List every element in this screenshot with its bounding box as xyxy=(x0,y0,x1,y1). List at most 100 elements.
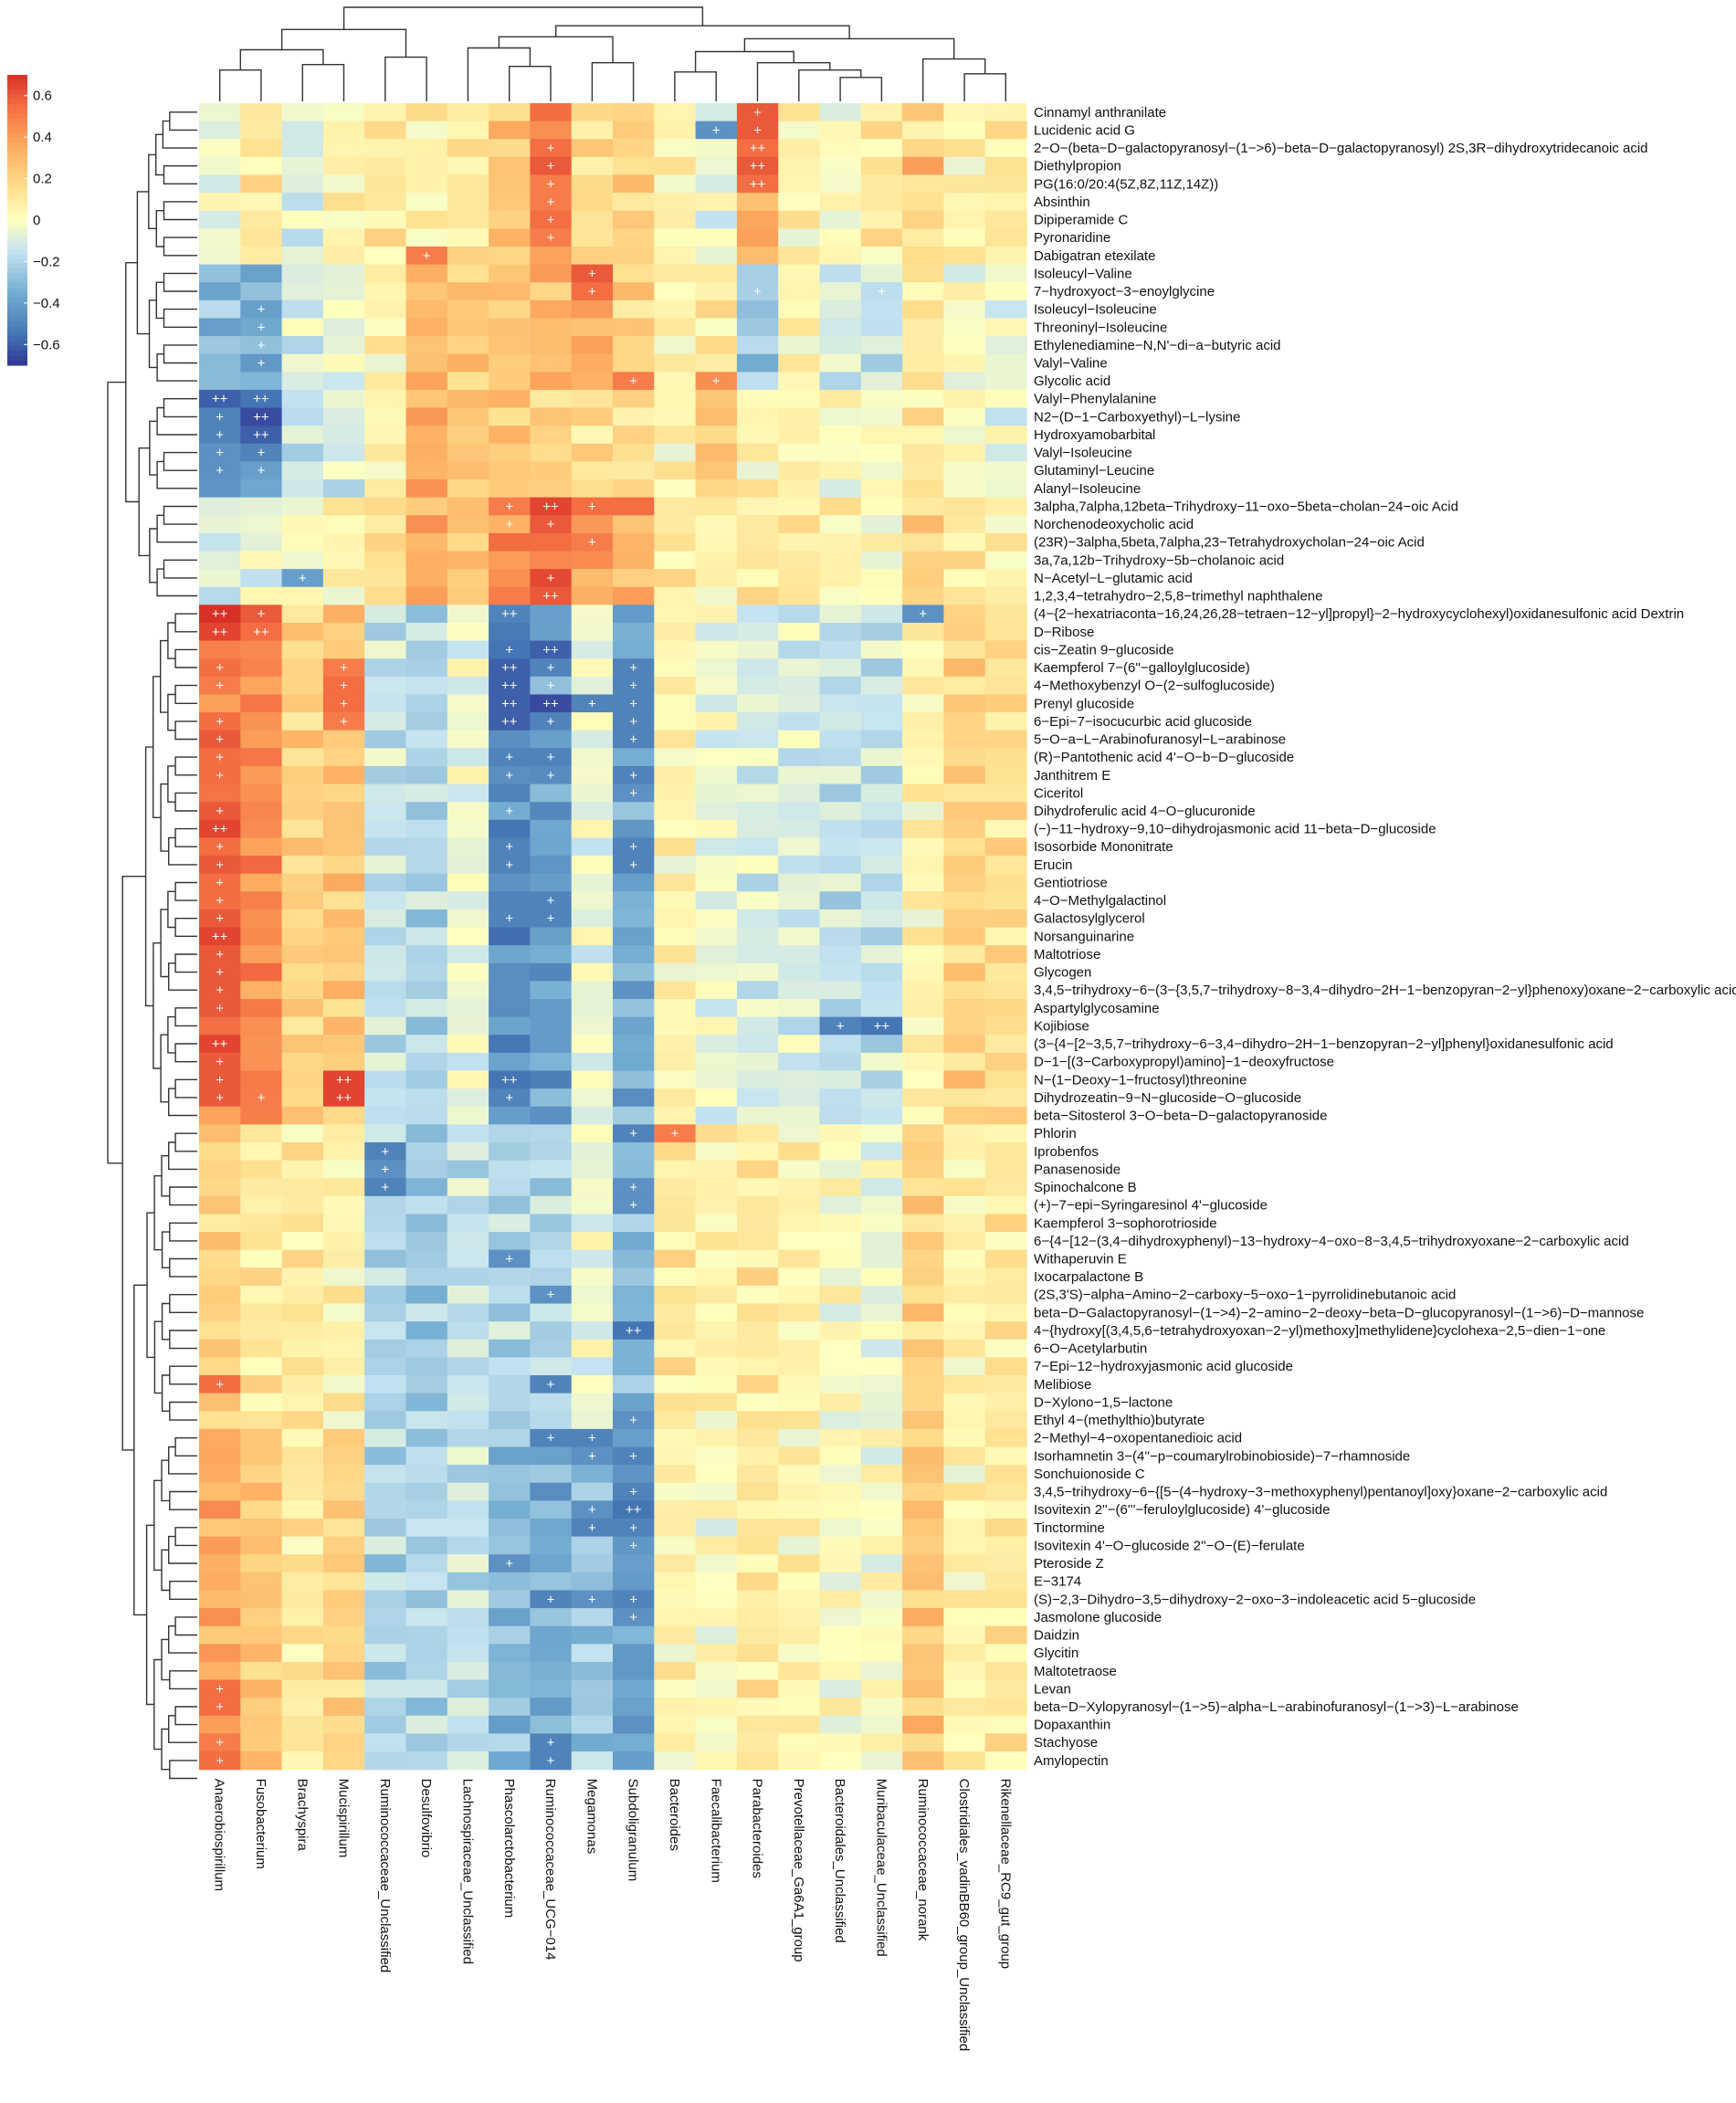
heatmap-cell xyxy=(778,1679,821,1698)
heatmap-cell xyxy=(695,730,738,749)
heatmap-cell xyxy=(613,551,655,570)
heatmap-cell xyxy=(695,927,738,946)
heatmap-cell xyxy=(984,210,1027,229)
heatmap-cell xyxy=(654,1751,697,1771)
heatmap-cell xyxy=(281,372,324,391)
heatmap-cell xyxy=(571,1608,614,1627)
heatmap-cell xyxy=(902,1518,944,1538)
dendrogram-link xyxy=(963,73,1006,101)
heatmap-cell xyxy=(571,1518,614,1538)
heatmap-cell xyxy=(984,837,1027,857)
heatmap-cell xyxy=(199,479,241,499)
heatmap-cell xyxy=(364,389,407,409)
heatmap-cell xyxy=(819,1644,862,1663)
heatmap-cell xyxy=(654,318,697,337)
heatmap-cell xyxy=(902,551,944,570)
heatmap-cell xyxy=(281,1536,324,1555)
heatmap-cell xyxy=(322,945,365,964)
heatmap-cell xyxy=(984,1554,1027,1573)
heatmap-cell xyxy=(943,1572,986,1592)
heatmap-cell xyxy=(199,389,241,409)
heatmap-cell xyxy=(613,1715,655,1735)
heatmap-cell xyxy=(199,1232,241,1251)
heatmap-cell xyxy=(819,856,862,875)
row-label: 3,4,5−trihydroxy−6−{[5−(4−hydroxy−3−meth… xyxy=(1034,1485,1607,1500)
heatmap-cell xyxy=(984,909,1027,929)
column-label: Clostridiales_vadinBB60_group_Unclassifi… xyxy=(956,1779,972,2052)
heatmap-cell xyxy=(984,1035,1027,1054)
heatmap-cell xyxy=(819,282,862,301)
heatmap-cell xyxy=(199,730,241,749)
row-label: Dipiperamide C xyxy=(1034,213,1129,228)
heatmap-cell xyxy=(322,765,365,785)
heatmap-cell xyxy=(240,1751,283,1771)
heatmap-cell xyxy=(240,1285,283,1305)
heatmap-cell xyxy=(281,1733,324,1752)
heatmap-cell xyxy=(447,1590,489,1609)
heatmap-cell xyxy=(819,121,862,140)
heatmap-cell xyxy=(654,783,697,803)
dendrogram-link xyxy=(174,792,197,812)
heatmap-cell xyxy=(736,856,779,875)
row-label: Kaempferol 3−sophorotrioside xyxy=(1034,1215,1217,1231)
significance-mark: ++ xyxy=(501,714,518,730)
heatmap-cell xyxy=(281,586,324,605)
heatmap-cell xyxy=(984,497,1027,516)
dendrogram-link xyxy=(163,308,197,328)
dendrogram-link xyxy=(149,528,158,584)
heatmap-cell xyxy=(778,676,821,696)
heatmap-cell xyxy=(199,712,241,731)
heatmap-cell xyxy=(943,1357,986,1376)
heatmap-cell xyxy=(736,1608,779,1627)
heatmap-cell xyxy=(695,1590,738,1609)
heatmap-cell xyxy=(695,1679,738,1698)
heatmap-cell xyxy=(489,873,531,892)
column-label: Ruminococcaceae_norank xyxy=(915,1779,931,1941)
heatmap-cell xyxy=(943,1733,986,1752)
heatmap-cell xyxy=(240,193,283,212)
heatmap-cell xyxy=(530,426,573,445)
heatmap-cell xyxy=(489,909,531,929)
legend-swatch xyxy=(7,229,27,236)
column-label: Desulfovibrio xyxy=(418,1779,434,1858)
heatmap-cell xyxy=(405,426,448,445)
heatmap-cell xyxy=(281,909,324,929)
heatmap-cell xyxy=(902,282,944,301)
heatmap-cell xyxy=(943,658,986,678)
heatmap-cell xyxy=(695,1661,738,1681)
heatmap-cell xyxy=(199,1679,241,1698)
heatmap-cell xyxy=(613,802,655,821)
heatmap-cell xyxy=(902,1321,944,1341)
heatmap-cell xyxy=(571,210,614,229)
heatmap-cell xyxy=(489,1375,531,1394)
heatmap-cell xyxy=(902,1482,944,1501)
heatmap-cell xyxy=(613,1249,655,1268)
heatmap-cell xyxy=(571,1411,614,1430)
row-label: Dabigatran etexilate xyxy=(1034,248,1155,264)
heatmap-cell xyxy=(613,1679,655,1698)
heatmap-cell xyxy=(654,121,697,140)
dendrogram-link xyxy=(756,62,831,101)
heatmap-cell xyxy=(364,927,407,946)
significance-mark: + xyxy=(547,230,555,246)
dendrogram-link xyxy=(144,746,153,1007)
heatmap-cell xyxy=(322,1393,365,1412)
heatmap-cell xyxy=(778,962,821,982)
heatmap-cell xyxy=(364,1554,407,1573)
heatmap-cell xyxy=(902,748,944,767)
heatmap-cell xyxy=(943,676,986,696)
heatmap-cell xyxy=(199,1608,241,1627)
heatmap-cell xyxy=(405,479,448,499)
significance-mark: + xyxy=(216,1001,224,1016)
heatmap-cell xyxy=(778,1106,821,1125)
heatmap-cell xyxy=(695,103,738,122)
heatmap-cell xyxy=(489,819,531,839)
heatmap-cell xyxy=(695,622,738,642)
heatmap-cell xyxy=(695,1715,738,1735)
heatmap-cell xyxy=(736,891,779,910)
heatmap-cell xyxy=(984,1446,1027,1466)
heatmap-cell xyxy=(447,174,489,194)
heatmap-cell xyxy=(489,1035,531,1054)
heatmap-cell xyxy=(736,1160,779,1179)
heatmap-cell xyxy=(571,1339,614,1358)
